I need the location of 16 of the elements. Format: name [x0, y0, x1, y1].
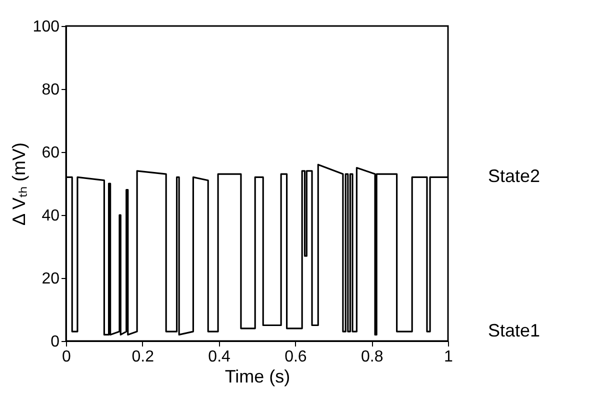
y-tick-label: 80 [42, 82, 60, 98]
y-tick-label: 20 [42, 270, 60, 288]
y-tick-label: 0 [50, 334, 60, 350]
y-axis-title: Δ Vₜₕ (mV) [8, 142, 29, 226]
y-tick-label: 60 [42, 144, 60, 162]
x-tick-label: 0.6 [284, 348, 307, 366]
text: State2 [488, 166, 540, 186]
x-tick-label: 0 [62, 348, 72, 366]
y-tick-label: 40 [42, 208, 60, 224]
x-tick-label: 0.4 [208, 348, 231, 366]
x-tick-label: 0.2 [132, 348, 154, 366]
x-tick-label: 0.8 [360, 348, 384, 366]
y-tick-label: 100 [32, 18, 60, 36]
text: State1 [488, 320, 540, 341]
x-tick-label: 1 [444, 348, 454, 366]
x-axis-title: Time (s) [224, 366, 290, 386]
